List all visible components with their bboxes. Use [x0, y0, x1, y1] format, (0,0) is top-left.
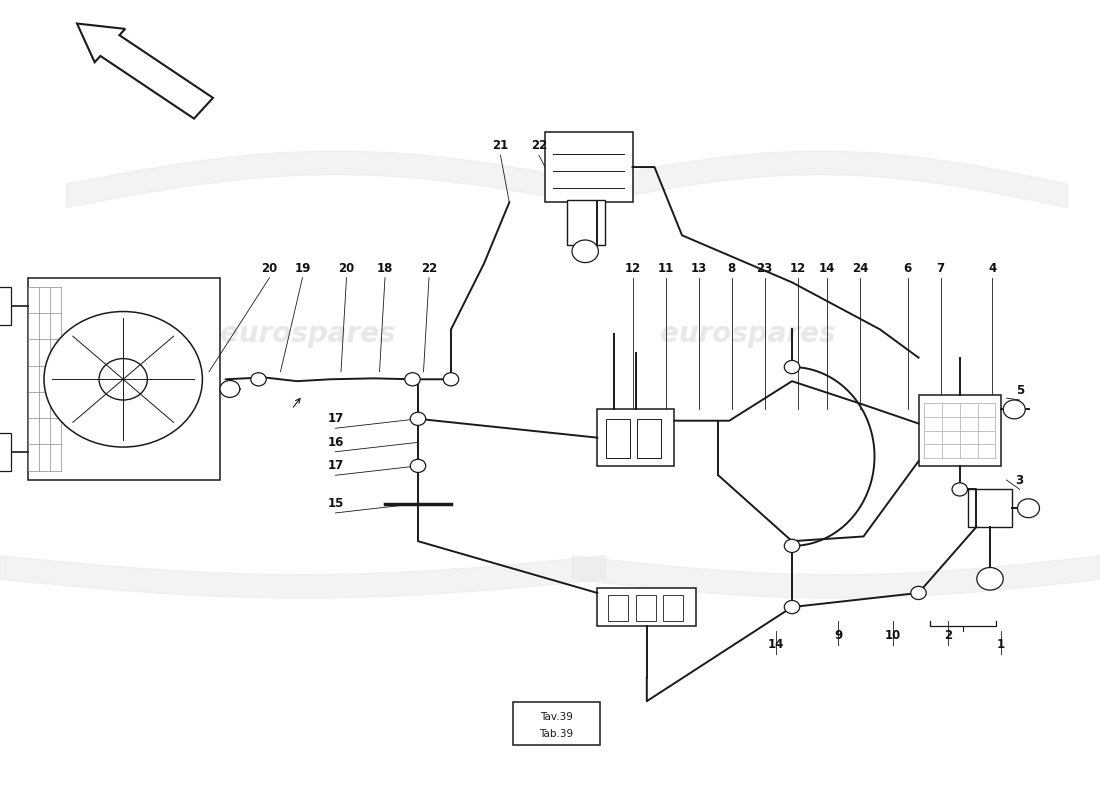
Text: Tab.39: Tab.39 [539, 729, 573, 738]
Circle shape [405, 373, 420, 386]
Text: 19: 19 [295, 262, 310, 274]
Circle shape [220, 381, 240, 398]
FancyBboxPatch shape [637, 419, 661, 458]
Text: 21: 21 [493, 139, 508, 152]
FancyArrow shape [77, 23, 213, 118]
Circle shape [1003, 400, 1025, 419]
Circle shape [1018, 499, 1040, 518]
FancyBboxPatch shape [0, 287, 11, 325]
Text: 3: 3 [1015, 474, 1024, 486]
Text: 13: 13 [691, 262, 706, 274]
Text: 8: 8 [727, 262, 736, 274]
Text: 14: 14 [820, 262, 835, 274]
Circle shape [44, 311, 202, 447]
Text: 20: 20 [339, 262, 354, 274]
Circle shape [784, 601, 800, 614]
FancyBboxPatch shape [663, 595, 683, 621]
Text: eurospares: eurospares [660, 320, 836, 348]
Circle shape [410, 459, 426, 473]
Text: 20: 20 [262, 262, 277, 274]
FancyBboxPatch shape [918, 395, 1001, 466]
Text: 18: 18 [377, 262, 393, 274]
Text: 22: 22 [531, 139, 547, 152]
Text: 12: 12 [625, 262, 640, 274]
Text: 5: 5 [1015, 384, 1024, 397]
Text: 22: 22 [421, 262, 437, 274]
FancyBboxPatch shape [597, 410, 674, 466]
FancyBboxPatch shape [28, 278, 220, 480]
Text: 14: 14 [768, 638, 783, 651]
Text: 11: 11 [658, 262, 673, 274]
Text: 6: 6 [903, 262, 912, 274]
FancyBboxPatch shape [544, 132, 632, 202]
Text: 16: 16 [328, 436, 343, 449]
Text: 17: 17 [328, 412, 343, 426]
FancyBboxPatch shape [597, 588, 696, 626]
Text: 24: 24 [852, 262, 868, 274]
Text: 12: 12 [790, 262, 805, 274]
Circle shape [911, 586, 926, 599]
Circle shape [251, 373, 266, 386]
FancyBboxPatch shape [636, 595, 656, 621]
Circle shape [99, 358, 147, 400]
Circle shape [784, 361, 800, 374]
Text: 9: 9 [834, 629, 843, 642]
FancyBboxPatch shape [566, 199, 605, 245]
Circle shape [410, 412, 426, 426]
Text: 17: 17 [328, 459, 343, 472]
Circle shape [443, 373, 459, 386]
FancyBboxPatch shape [513, 702, 600, 746]
Text: 10: 10 [886, 629, 901, 642]
Text: 15: 15 [328, 497, 343, 510]
Text: Tav.39: Tav.39 [540, 712, 572, 722]
FancyBboxPatch shape [0, 433, 11, 470]
Text: eurospares: eurospares [220, 320, 396, 348]
Circle shape [977, 567, 1003, 590]
Circle shape [952, 483, 968, 496]
Text: 2: 2 [944, 629, 953, 642]
FancyBboxPatch shape [608, 595, 628, 621]
Text: 23: 23 [757, 262, 772, 274]
Circle shape [784, 539, 800, 553]
FancyBboxPatch shape [606, 419, 630, 458]
Text: 4: 4 [988, 262, 997, 274]
FancyBboxPatch shape [968, 490, 1012, 527]
Circle shape [572, 240, 598, 262]
Text: 7: 7 [936, 262, 945, 274]
Text: 1: 1 [997, 638, 1005, 651]
